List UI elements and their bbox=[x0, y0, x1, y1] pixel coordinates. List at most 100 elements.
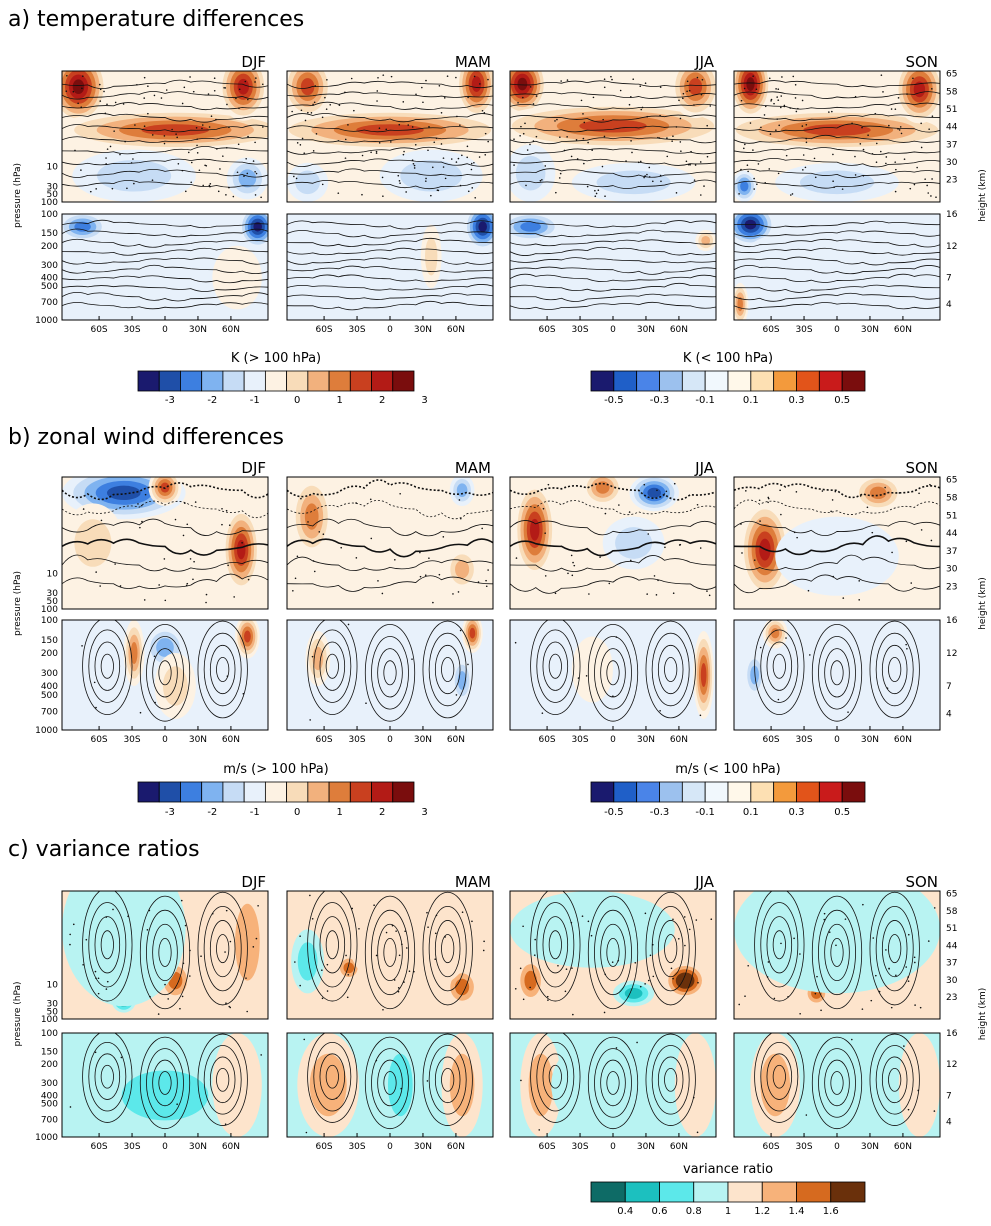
significance-dot bbox=[519, 967, 522, 970]
contour-line bbox=[197, 620, 248, 719]
significance-dot bbox=[653, 575, 656, 577]
significance-dot bbox=[577, 677, 580, 679]
colorbar-swatch bbox=[727, 781, 752, 803]
significance-dot bbox=[414, 143, 417, 146]
panel-a-djf: DJF 60S 30S 0 30N 60N bbox=[61, 53, 269, 335]
significance-dot bbox=[201, 124, 204, 126]
field-contour-fill bbox=[551, 1033, 675, 1137]
x-tick-label: 60S bbox=[538, 325, 555, 335]
contour-line bbox=[62, 482, 268, 501]
colorbar-tick-label: 0 bbox=[294, 395, 300, 406]
significance-dot bbox=[337, 139, 340, 142]
x-tick-label: 0 bbox=[387, 1142, 393, 1152]
height-tick-label: 44 bbox=[946, 529, 958, 539]
significance-dot bbox=[99, 88, 102, 91]
significance-dot bbox=[105, 163, 107, 165]
contour-line bbox=[881, 1056, 908, 1104]
significance-dot bbox=[95, 706, 97, 709]
significance-dot bbox=[403, 150, 405, 153]
significance-dot bbox=[776, 118, 779, 120]
significance-dot bbox=[770, 98, 773, 101]
significance-dot bbox=[321, 969, 323, 971]
contour-line bbox=[510, 266, 716, 275]
significance-dot bbox=[194, 501, 197, 503]
significance-dot bbox=[72, 923, 75, 926]
significance-dot bbox=[205, 601, 207, 604]
colorbar-swatch bbox=[841, 370, 866, 392]
contour-line bbox=[377, 923, 403, 982]
colorbar-title: variance ratio bbox=[683, 1162, 773, 1177]
height-tick-label: 7 bbox=[946, 682, 952, 692]
contour-line bbox=[287, 101, 493, 110]
significance-dot bbox=[261, 83, 264, 86]
height-tick-label: 30 bbox=[946, 158, 958, 168]
significance-dot bbox=[659, 709, 661, 712]
significance-dot bbox=[809, 654, 811, 656]
colorbar-swatch bbox=[636, 370, 660, 392]
contour-line bbox=[319, 1053, 346, 1100]
significance-dot bbox=[361, 193, 363, 196]
significance-dot bbox=[546, 995, 549, 998]
significance-dot bbox=[886, 687, 889, 689]
colorbar-tick-label: 1 bbox=[725, 1206, 731, 1217]
significance-dot bbox=[196, 152, 199, 154]
significance-dot bbox=[74, 149, 76, 152]
field-contour-fill bbox=[300, 78, 315, 96]
significance-dot bbox=[309, 894, 311, 897]
significance-dot bbox=[799, 953, 801, 955]
significance-dot bbox=[407, 124, 410, 126]
field-contour-fill bbox=[449, 1053, 475, 1117]
significance-dot bbox=[520, 1079, 522, 1082]
significance-dot bbox=[397, 987, 400, 989]
colorbar-tick-label: 0.5 bbox=[834, 807, 850, 818]
panel-a-son: SON 60S 30S 0 30N 60N bbox=[733, 53, 941, 335]
contour-line bbox=[510, 103, 716, 110]
significance-dot bbox=[95, 977, 97, 980]
contour-line bbox=[325, 930, 339, 960]
contour-line bbox=[434, 920, 461, 978]
field-contour-fill bbox=[510, 224, 716, 310]
contour-line bbox=[287, 180, 493, 190]
colorbar-a-0: K (> 100 hPa) -3 -2 -1 0 1 2 3 bbox=[137, 351, 428, 406]
significance-dot bbox=[752, 149, 754, 151]
contour-line bbox=[209, 1056, 236, 1104]
significance-dot bbox=[105, 916, 108, 918]
significance-dot bbox=[189, 949, 191, 952]
height-tick-label: 58 bbox=[946, 907, 958, 917]
significance-dot bbox=[851, 122, 853, 125]
significance-dot bbox=[517, 101, 519, 104]
significance-dot bbox=[485, 579, 487, 582]
significance-dot bbox=[586, 185, 589, 188]
significance-dot bbox=[106, 103, 108, 106]
colorbar-title: K (> 100 hPa) bbox=[231, 351, 321, 366]
significance-dot bbox=[651, 180, 654, 183]
significance-dot bbox=[785, 154, 788, 157]
significance-dot bbox=[898, 129, 901, 131]
significance-dot bbox=[565, 968, 568, 970]
contour-line bbox=[287, 158, 493, 167]
field-fill bbox=[510, 214, 716, 320]
significance-dot bbox=[907, 976, 909, 978]
significance-dot bbox=[693, 179, 696, 181]
colorbar-swatch bbox=[590, 781, 615, 803]
contour-line bbox=[287, 274, 493, 283]
contour-line bbox=[594, 1048, 632, 1118]
significance-dot bbox=[636, 1041, 638, 1044]
significance-dot bbox=[875, 161, 878, 164]
x-tick-label: 60S bbox=[762, 325, 779, 335]
season-label: JJA bbox=[694, 53, 715, 71]
significance-dot bbox=[894, 161, 897, 163]
contour-line bbox=[441, 934, 455, 964]
contour-line bbox=[364, 623, 416, 722]
significance-dot bbox=[903, 158, 906, 160]
significance-dot bbox=[182, 534, 185, 537]
field-contour-fill bbox=[595, 481, 610, 494]
x-tick-label: 60N bbox=[447, 735, 465, 745]
significance-dot bbox=[520, 125, 522, 128]
significance-dot bbox=[926, 184, 928, 187]
contour-line bbox=[881, 920, 908, 978]
significance-dot bbox=[422, 101, 424, 104]
significance-dot bbox=[630, 559, 632, 562]
significance-dot bbox=[899, 126, 902, 128]
significance-dot bbox=[844, 918, 847, 920]
